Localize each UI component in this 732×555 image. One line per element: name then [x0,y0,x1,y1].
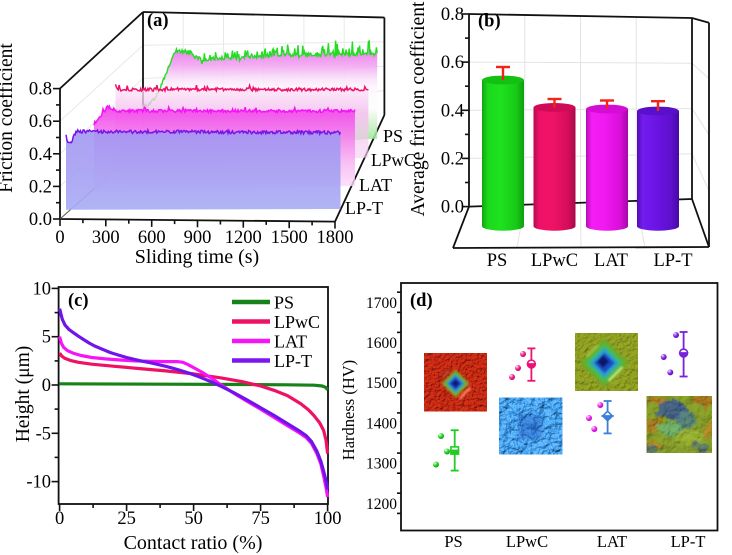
svg-text:Height (μm): Height (μm) [13,346,34,443]
svg-text:900: 900 [184,228,212,248]
svg-text:1500: 1500 [366,375,397,392]
svg-text:0.6: 0.6 [441,53,464,73]
svg-text:LAT: LAT [359,175,392,195]
svg-text:10: 10 [33,279,52,299]
svg-text:-5: -5 [36,424,51,444]
svg-text:LP-T: LP-T [274,351,312,371]
svg-text:(d): (d) [410,291,433,311]
svg-text:PS: PS [444,532,462,551]
svg-text:1800: 1800 [317,228,354,248]
svg-text:0.0: 0.0 [29,210,52,230]
svg-text:(a): (a) [147,11,169,31]
svg-text:(c): (c) [68,291,89,311]
svg-text:1700: 1700 [366,295,397,312]
svg-text:LP-T: LP-T [671,532,706,551]
svg-text:Average friction coefficient: Average friction coefficient [408,1,429,216]
svg-text:5: 5 [42,328,51,348]
svg-text:0.8: 0.8 [441,5,464,25]
svg-text:LPwC: LPwC [274,312,320,332]
svg-text:Contact ratio (%): Contact ratio (%) [124,532,263,554]
svg-text:LPwC: LPwC [506,532,548,551]
svg-text:LPwC: LPwC [531,251,578,271]
svg-text:100: 100 [314,509,342,529]
svg-text:LAT: LAT [274,332,307,352]
svg-text:0: 0 [42,376,51,396]
svg-text:1200: 1200 [225,228,262,248]
svg-text:0.4: 0.4 [441,101,464,121]
svg-text:1600: 1600 [366,335,397,352]
svg-text:0.8: 0.8 [29,80,52,100]
svg-text:75: 75 [251,509,270,529]
svg-text:LP-T: LP-T [345,198,383,218]
svg-text:PS: PS [383,126,403,146]
svg-text:50: 50 [184,509,203,529]
svg-text:0.6: 0.6 [29,112,52,132]
svg-text:1400: 1400 [366,415,397,432]
svg-text:LAT: LAT [597,532,627,551]
svg-text:-10: -10 [26,473,51,493]
svg-text:0: 0 [55,228,64,248]
svg-text:600: 600 [138,228,166,248]
svg-text:1200: 1200 [366,496,397,513]
svg-text:1500: 1500 [271,228,308,248]
svg-text:25: 25 [117,509,136,529]
svg-text:0: 0 [55,509,64,529]
svg-text:0.0: 0.0 [441,198,464,218]
svg-text:LP-T: LP-T [653,251,692,271]
svg-text:PS: PS [487,251,508,271]
svg-text:PS: PS [274,293,294,313]
svg-text:LAT: LAT [594,251,628,271]
svg-text:Hardness (HV): Hardness (HV) [339,360,358,460]
svg-text:0.2: 0.2 [441,149,464,169]
svg-text:Friction coefficient: Friction coefficient [0,43,17,193]
svg-text:(b): (b) [478,12,501,32]
svg-text:LPwC: LPwC [371,150,416,170]
svg-text:1300: 1300 [366,456,397,473]
svg-text:0.4: 0.4 [29,145,52,165]
svg-text:300: 300 [92,228,120,248]
svg-text:0.2: 0.2 [29,177,52,197]
svg-text:Sliding time (s): Sliding time (s) [135,246,259,268]
